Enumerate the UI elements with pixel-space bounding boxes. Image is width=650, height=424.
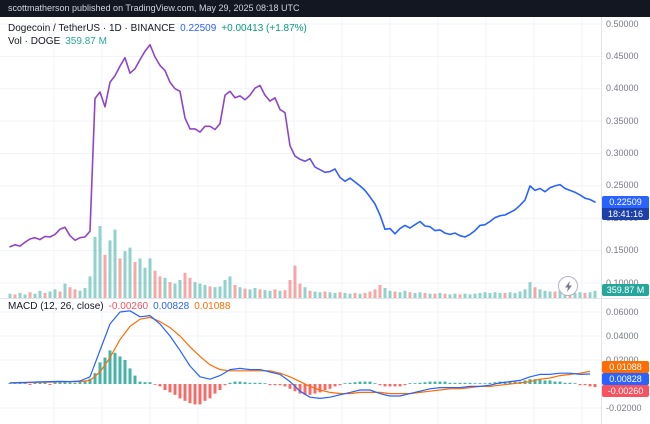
axis-label: 0.40000: [606, 83, 639, 94]
price-change-value: +0.00413 (+1.87%): [221, 23, 307, 34]
axis-label: 0.45000: [606, 50, 639, 61]
axis-label: 0.10000: [606, 277, 639, 288]
volume-badge: 359.87 M: [602, 284, 649, 296]
macd-line: [9, 310, 591, 399]
macd-legend: MACD (12, 26, close) -0.00260 0.00828 0.010…: [8, 301, 235, 312]
macd-signal-line: [9, 316, 591, 395]
axis-label: 0.04000: [606, 330, 639, 341]
gridlines: [0, 17, 601, 424]
macd-line-value: 0.00828: [153, 301, 190, 312]
axis-label: 0.06000: [606, 306, 639, 317]
volume-value: 359.87 M: [65, 36, 107, 47]
boost-button[interactable]: [558, 276, 578, 296]
volume-bars: [8, 226, 597, 298]
macd-hist-badge: -0.00260: [602, 385, 649, 397]
macd-title[interactable]: MACD (12, 26, close): [8, 301, 104, 312]
macd-signal-value: 0.01088: [194, 301, 231, 312]
last-price-badge: 0.22509: [602, 196, 649, 208]
macd-line-badge: 0.00828: [602, 373, 649, 385]
last-price-value: 0.22509: [180, 23, 217, 34]
volume-indicator-title[interactable]: Vol · DOGE: [8, 36, 61, 47]
axis-label: 0.25000: [606, 180, 639, 191]
axis-label: 0.35000: [606, 115, 639, 126]
axis-label: 0.02000: [606, 354, 639, 365]
price-line: [9, 43, 596, 248]
macd-signal-badge: 0.01088: [602, 361, 649, 373]
axis-label: 0.30000: [606, 148, 639, 158]
publish-text: scottmatherson published on TradingView.…: [8, 3, 300, 13]
axis-label: -0.02000: [606, 402, 642, 413]
symbol-legend: Dogecoin / TetherUS · 1D · BINANCE 0.2250…: [8, 22, 312, 48]
axis-label: 0.15000: [606, 245, 639, 256]
axis-label: 0.50000: [606, 18, 639, 29]
lightning-icon: [564, 280, 572, 292]
macd-hist-value: -0.00260: [108, 301, 149, 312]
publish-bar: scottmatherson published on TradingView.…: [0, 0, 650, 17]
bar-close-countdown: 18:41:16: [602, 208, 649, 220]
symbol-title[interactable]: Dogecoin / TetherUS · 1D · BINANCE: [8, 23, 176, 34]
